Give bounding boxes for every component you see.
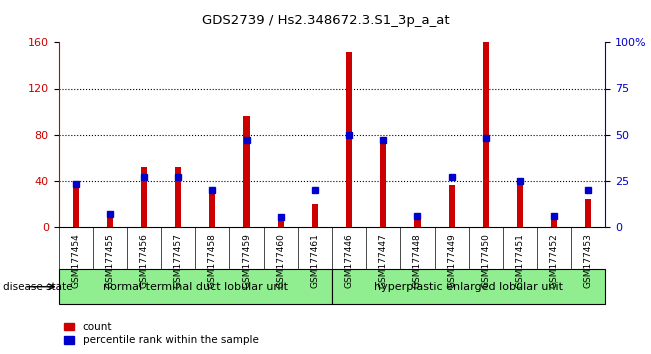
Bar xyxy=(73,185,79,227)
Bar xyxy=(278,217,284,227)
Bar xyxy=(415,217,421,227)
Text: disease state: disease state xyxy=(3,282,73,292)
Text: GSM177452: GSM177452 xyxy=(549,233,559,288)
Bar xyxy=(175,167,181,227)
Text: GSM177458: GSM177458 xyxy=(208,233,217,288)
Text: GSM177449: GSM177449 xyxy=(447,233,456,288)
Bar xyxy=(59,269,332,304)
Bar xyxy=(312,204,318,227)
Bar xyxy=(483,42,489,227)
Text: GSM177450: GSM177450 xyxy=(481,233,490,288)
Text: GSM177447: GSM177447 xyxy=(379,233,388,288)
Bar xyxy=(141,167,147,227)
Text: hyperplastic enlarged lobular unit: hyperplastic enlarged lobular unit xyxy=(374,282,563,292)
Text: GSM177461: GSM177461 xyxy=(311,233,320,288)
Text: GSM177459: GSM177459 xyxy=(242,233,251,288)
Legend: count, percentile rank within the sample: count, percentile rank within the sample xyxy=(64,322,258,345)
Bar xyxy=(449,185,454,227)
Bar xyxy=(346,52,352,227)
Bar xyxy=(210,194,215,227)
Bar xyxy=(551,217,557,227)
Text: GSM177460: GSM177460 xyxy=(276,233,285,288)
Bar xyxy=(380,139,386,227)
Bar xyxy=(107,213,113,227)
Bar xyxy=(332,269,605,304)
Bar xyxy=(243,116,249,227)
Text: GSM177448: GSM177448 xyxy=(413,233,422,288)
Text: GDS2739 / Hs2.348672.3.S1_3p_a_at: GDS2739 / Hs2.348672.3.S1_3p_a_at xyxy=(202,14,449,27)
Text: GSM177451: GSM177451 xyxy=(516,233,525,288)
Text: GSM177455: GSM177455 xyxy=(105,233,115,288)
Bar xyxy=(585,199,591,227)
Text: GSM177454: GSM177454 xyxy=(71,233,80,288)
Text: GSM177456: GSM177456 xyxy=(139,233,148,288)
Text: GSM177446: GSM177446 xyxy=(344,233,353,288)
Text: normal terminal duct lobular unit: normal terminal duct lobular unit xyxy=(103,282,288,292)
Text: GSM177453: GSM177453 xyxy=(584,233,593,288)
Bar xyxy=(517,185,523,227)
Text: GSM177457: GSM177457 xyxy=(174,233,183,288)
